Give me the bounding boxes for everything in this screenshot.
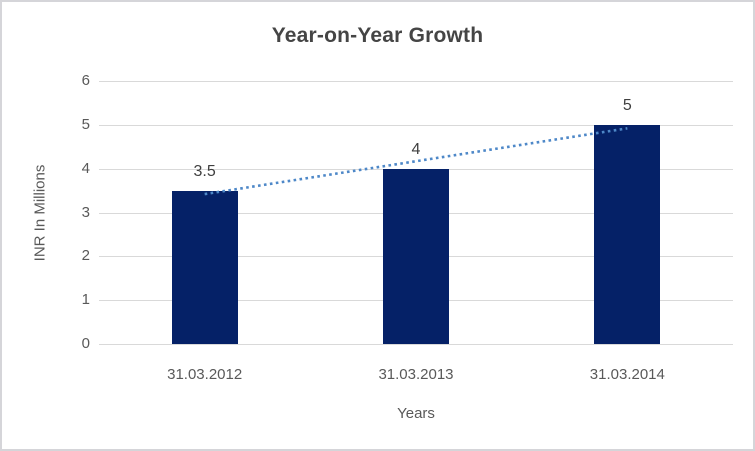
- x-axis-title: Years: [397, 405, 435, 422]
- gridline-6: [99, 81, 733, 82]
- y-tick-label-1: 1: [81, 291, 90, 309]
- y-tick-label-0: 0: [81, 335, 90, 352]
- bar-31.03.2013: [383, 168, 449, 344]
- data-label-31.03.2013: 4: [411, 140, 421, 158]
- x-tick-label-31.03.2013: 31.03.2013: [378, 366, 454, 383]
- y-tick-label-5: 5: [81, 115, 90, 133]
- gridline-5: [99, 124, 733, 126]
- data-label-31.03.2012: 3.5: [193, 162, 216, 180]
- chart-title: Year-on-Year Growth: [271, 24, 484, 47]
- y-tick-label-3: 3: [81, 203, 90, 221]
- y-tick-label-4: 4: [81, 159, 90, 177]
- x-tick-label-31.03.2014: 31.03.2014: [589, 366, 665, 383]
- data-label-31.03.2014: 5: [622, 96, 632, 114]
- bar-31.03.2012: [171, 190, 238, 344]
- bar-31.03.2014: [594, 124, 661, 344]
- y-tick-label-6: 6: [81, 72, 90, 89]
- x-tick-label-31.03.2012: 31.03.2012: [167, 366, 243, 383]
- y-tick-label-2: 2: [81, 247, 90, 265]
- plot-area: [99, 81, 733, 345]
- gridline-0: [99, 344, 733, 345]
